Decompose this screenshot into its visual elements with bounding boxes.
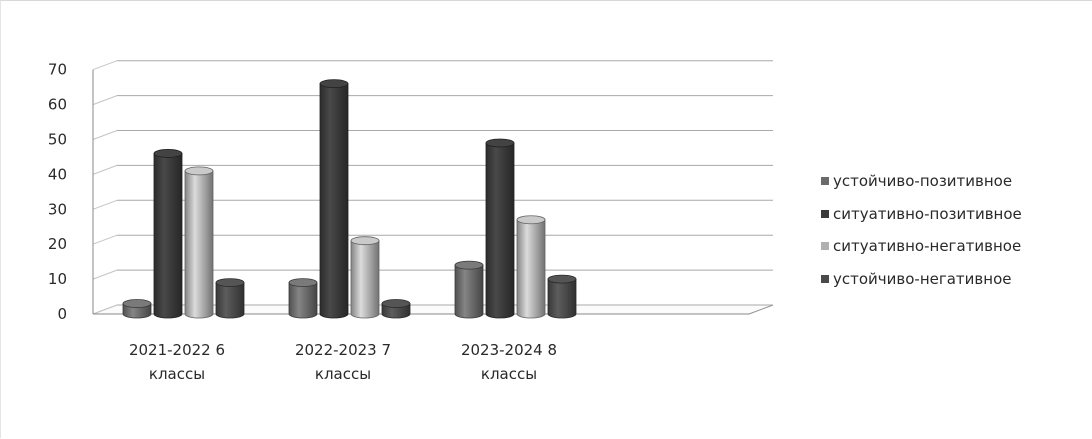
- legend-item: ситуативно-негативное: [821, 236, 1089, 256]
- bar: [288, 278, 318, 319]
- y-tick-label: 40: [48, 165, 67, 183]
- bar: [547, 274, 577, 319]
- y-tick-label: 50: [48, 131, 67, 149]
- y-tick-label: 10: [48, 270, 67, 288]
- bar: [381, 299, 411, 319]
- bar: [215, 278, 245, 319]
- legend-swatch: [821, 274, 829, 283]
- bar: [319, 79, 349, 319]
- x-category-label: 2021-2022 6 классы: [129, 341, 225, 383]
- y-tick-label: 70: [48, 61, 67, 79]
- gridline-side: [92, 60, 118, 71]
- gridline-side: [92, 130, 118, 140]
- bar: [122, 299, 152, 319]
- legend-swatch: [821, 242, 829, 250]
- legend-label: ситуативно-негативное: [833, 237, 1022, 255]
- bar: [184, 166, 214, 319]
- x-axis-end: [748, 304, 774, 315]
- gridline-side: [92, 269, 118, 280]
- legend-swatch: [821, 177, 829, 185]
- x-category-label: 2023-2024 8 классы: [461, 341, 557, 383]
- back-wall: [117, 60, 773, 306]
- bar: [153, 149, 183, 319]
- gridline-side: [92, 164, 118, 175]
- legend-label: устойчиво-позитивное: [833, 172, 1013, 190]
- gridline-side: [92, 95, 118, 106]
- legend-item: ситуативно-позитивное: [821, 204, 1089, 224]
- legend-label: устойчиво-негативное: [833, 269, 1012, 288]
- legend-swatch: [821, 209, 829, 218]
- legend-item: устойчиво-позитивное: [821, 171, 1089, 191]
- bar: [350, 236, 380, 319]
- gridline-side: [92, 304, 118, 315]
- bar: [454, 260, 484, 319]
- x-axis-labels: 2021-2022 6 классы 2022-2023 7 классы 2023-2…: [129, 341, 557, 383]
- chart-walls: [92, 60, 774, 315]
- y-tick-label: 60: [48, 96, 67, 114]
- legend-item: устойчиво-негативное: [821, 269, 1089, 289]
- legend-label: ситуативно-позитивное: [833, 204, 1022, 223]
- y-tick-label: 30: [48, 200, 67, 218]
- y-axis-ticks: 0 10 20 30 40 50 60 70: [48, 61, 67, 323]
- legend: устойчиво-позитивное ситуативно-позитивно…: [821, 171, 1089, 301]
- bar: [516, 215, 546, 319]
- y-tick-label: 20: [48, 235, 67, 253]
- bar: [485, 138, 515, 319]
- bars: [122, 79, 577, 319]
- gridline-side: [92, 199, 118, 210]
- x-category-label: 2022-2023 7 классы: [295, 341, 391, 383]
- gridline-side: [92, 234, 118, 245]
- y-tick-label: 0: [57, 305, 67, 323]
